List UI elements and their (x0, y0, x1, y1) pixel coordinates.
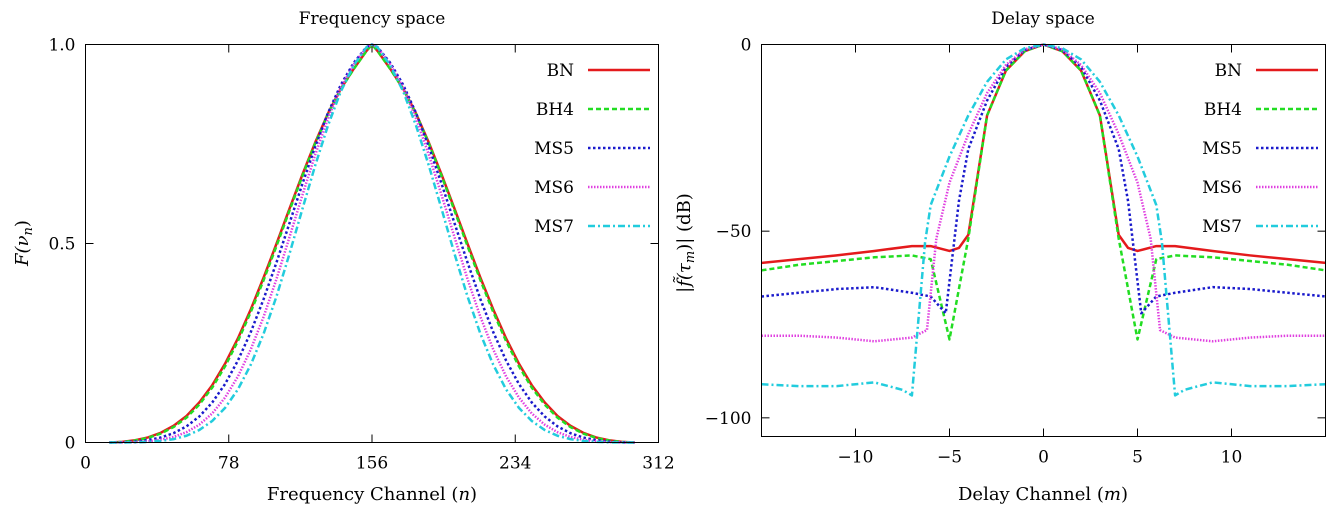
x-tick-label: 0 (80, 454, 91, 474)
x-axis-label: Delay Channel (m) (958, 484, 1128, 505)
y-tick-label: 0 (741, 36, 752, 56)
legend-label: BN (1215, 61, 1242, 81)
legend-label: MS6 (1202, 178, 1242, 198)
x-tick-label: 78 (218, 454, 240, 474)
legend: BN BH4 MS5 MS6 MS7 (1202, 61, 1318, 237)
legend-label: BN (547, 61, 574, 81)
delay-space-chart: Delay space −10 −5 0 5 100−50−100 BNBH4MS5MS… (672, 9, 1326, 505)
y-tick-label: 0 (65, 434, 76, 454)
legend-label: BH4 (1204, 100, 1242, 120)
legend: BN BH4 MS5 MS6 MS7 (534, 61, 650, 237)
series-line-ms5 (761, 43, 1326, 315)
y-tick-label: 0.5 (48, 235, 75, 255)
y-tick-label: −50 (716, 222, 752, 242)
y-tick-label: −100 (705, 409, 752, 429)
plot-frame (761, 44, 1326, 437)
frequency-space-chart: Frequency space 0 78 156 234 312 0 0.5 1.0 BN BH… (12, 9, 675, 505)
x-tick-label: −10 (838, 448, 874, 468)
x-tick-label: −5 (937, 448, 962, 468)
legend-label: MS6 (534, 178, 574, 198)
legend-label: MS5 (1202, 139, 1242, 159)
x-tick-label: 5 (1132, 448, 1143, 468)
chart-title: Delay space (991, 9, 1095, 29)
y-axis-label: |f̃(τm)| (dB) (672, 193, 698, 293)
legend-label: MS5 (534, 139, 574, 159)
x-tick-label: 312 (642, 454, 674, 474)
y-axis-label: F(νn) (12, 220, 36, 267)
tick-group: 0 78 156 234 312 0 0.5 1.0 (48, 36, 674, 474)
x-tick-label: 0 (1038, 448, 1049, 468)
legend-label: BH4 (536, 100, 574, 120)
x-tick-label: 10 (1221, 448, 1243, 468)
tick-group: −10 −5 0 5 100−50−100 (705, 36, 1326, 468)
x-tick-label: 156 (356, 454, 388, 474)
legend-label: MS7 (1202, 217, 1242, 237)
x-axis-label: Frequency Channel (n) (267, 484, 477, 505)
x-tick-label: 234 (499, 454, 531, 474)
chart-title: Frequency space (299, 9, 446, 29)
legend-label: MS7 (534, 217, 574, 237)
series-line-bh4 (761, 43, 1326, 341)
series-line-ms6 (761, 43, 1326, 343)
y-tick-label: 1.0 (48, 36, 75, 56)
plot-frame (85, 44, 659, 443)
